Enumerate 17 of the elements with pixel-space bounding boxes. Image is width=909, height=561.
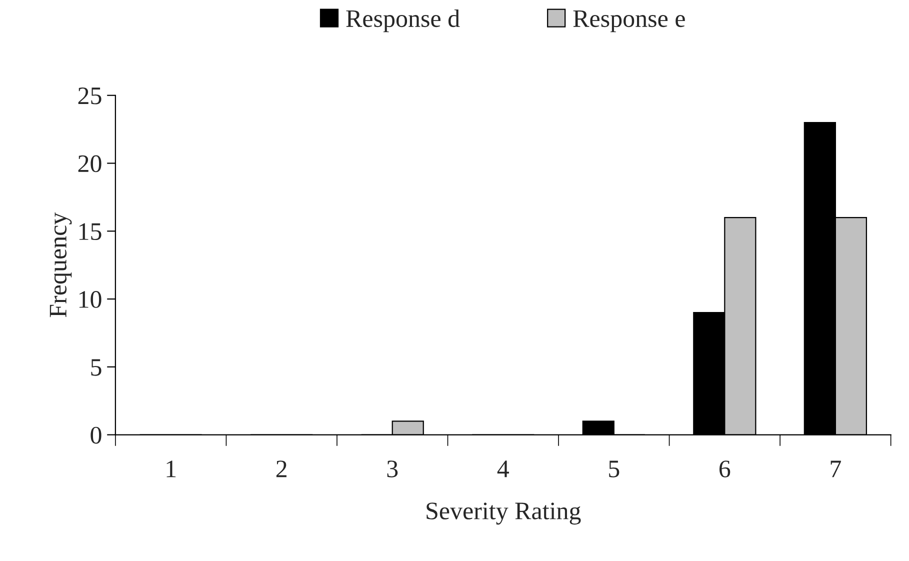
legend-label: Response d: [346, 9, 460, 32]
y-tick-label: 0: [90, 426, 102, 444]
x-tick-label: 4: [497, 460, 509, 478]
y-tick-label: 5: [91, 359, 102, 376]
y-tick-label: 25: [78, 87, 102, 104]
x-tick-label: 3: [387, 460, 398, 478]
x-axis-title: Severity Rating: [426, 502, 581, 525]
legend-label: Response e: [573, 10, 685, 32]
y-tick-label: 10: [79, 291, 102, 308]
x-tick-label: 1: [166, 460, 176, 478]
x-tick-label: 5: [609, 460, 620, 478]
x-tick-label: 6: [719, 460, 730, 478]
y-axis-title: Frequency: [50, 212, 72, 318]
y-tick-label: 15: [79, 223, 102, 240]
y-tick-label: 20: [78, 155, 102, 172]
x-tick-label: 7: [830, 460, 841, 478]
x-tick-label: 2: [276, 460, 286, 478]
